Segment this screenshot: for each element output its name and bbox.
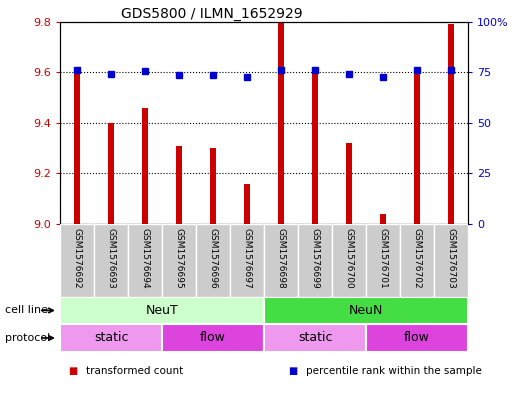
Text: GSM1576703: GSM1576703: [447, 228, 456, 288]
Bar: [60, 297, 264, 324]
Text: GSM1576701: GSM1576701: [379, 228, 388, 288]
Bar: [380, 214, 386, 224]
Text: GSM1576699: GSM1576699: [311, 228, 320, 288]
Bar: [346, 143, 352, 224]
Text: ■: ■: [68, 366, 77, 376]
Bar: [366, 324, 468, 352]
Bar: [244, 184, 250, 224]
Text: NeuT: NeuT: [146, 304, 178, 317]
Text: transformed count: transformed count: [86, 366, 184, 376]
Bar: [366, 224, 400, 297]
Text: percentile rank within the sample: percentile rank within the sample: [306, 366, 482, 376]
Text: GSM1576702: GSM1576702: [413, 228, 422, 288]
Bar: [162, 324, 264, 352]
Bar: [74, 67, 80, 224]
Text: flow: flow: [404, 331, 430, 345]
Bar: [108, 123, 114, 224]
Bar: [298, 224, 332, 297]
Text: GSM1576700: GSM1576700: [345, 228, 354, 288]
Text: ■: ■: [288, 366, 297, 376]
Text: static: static: [298, 331, 332, 345]
Text: GDS5800 / ILMN_1652929: GDS5800 / ILMN_1652929: [121, 7, 303, 20]
Text: protocol: protocol: [5, 333, 51, 343]
Text: GSM1576695: GSM1576695: [175, 228, 184, 288]
Bar: [60, 224, 94, 297]
Bar: [162, 224, 196, 297]
Bar: [264, 224, 298, 297]
Text: GSM1576694: GSM1576694: [141, 228, 150, 288]
Bar: [60, 324, 162, 352]
Bar: [142, 108, 148, 224]
Text: GSM1576698: GSM1576698: [277, 228, 286, 288]
Bar: [196, 224, 230, 297]
Bar: [448, 24, 454, 224]
Bar: [414, 72, 420, 224]
Bar: [94, 224, 128, 297]
Text: GSM1576697: GSM1576697: [243, 228, 252, 288]
Text: cell line: cell line: [5, 305, 48, 316]
Text: GSM1576696: GSM1576696: [209, 228, 218, 288]
Bar: [176, 145, 182, 224]
Text: flow: flow: [200, 331, 226, 345]
Bar: [278, 22, 284, 224]
Bar: [434, 224, 468, 297]
Bar: [400, 224, 434, 297]
Bar: [264, 297, 468, 324]
Text: NeuN: NeuN: [349, 304, 383, 317]
Text: static: static: [94, 331, 128, 345]
Bar: [230, 224, 264, 297]
Bar: [210, 148, 216, 224]
Bar: [264, 324, 366, 352]
Bar: [332, 224, 366, 297]
Text: GSM1576693: GSM1576693: [107, 228, 116, 288]
Bar: [128, 224, 162, 297]
Bar: [312, 72, 318, 224]
Text: GSM1576692: GSM1576692: [73, 228, 82, 288]
